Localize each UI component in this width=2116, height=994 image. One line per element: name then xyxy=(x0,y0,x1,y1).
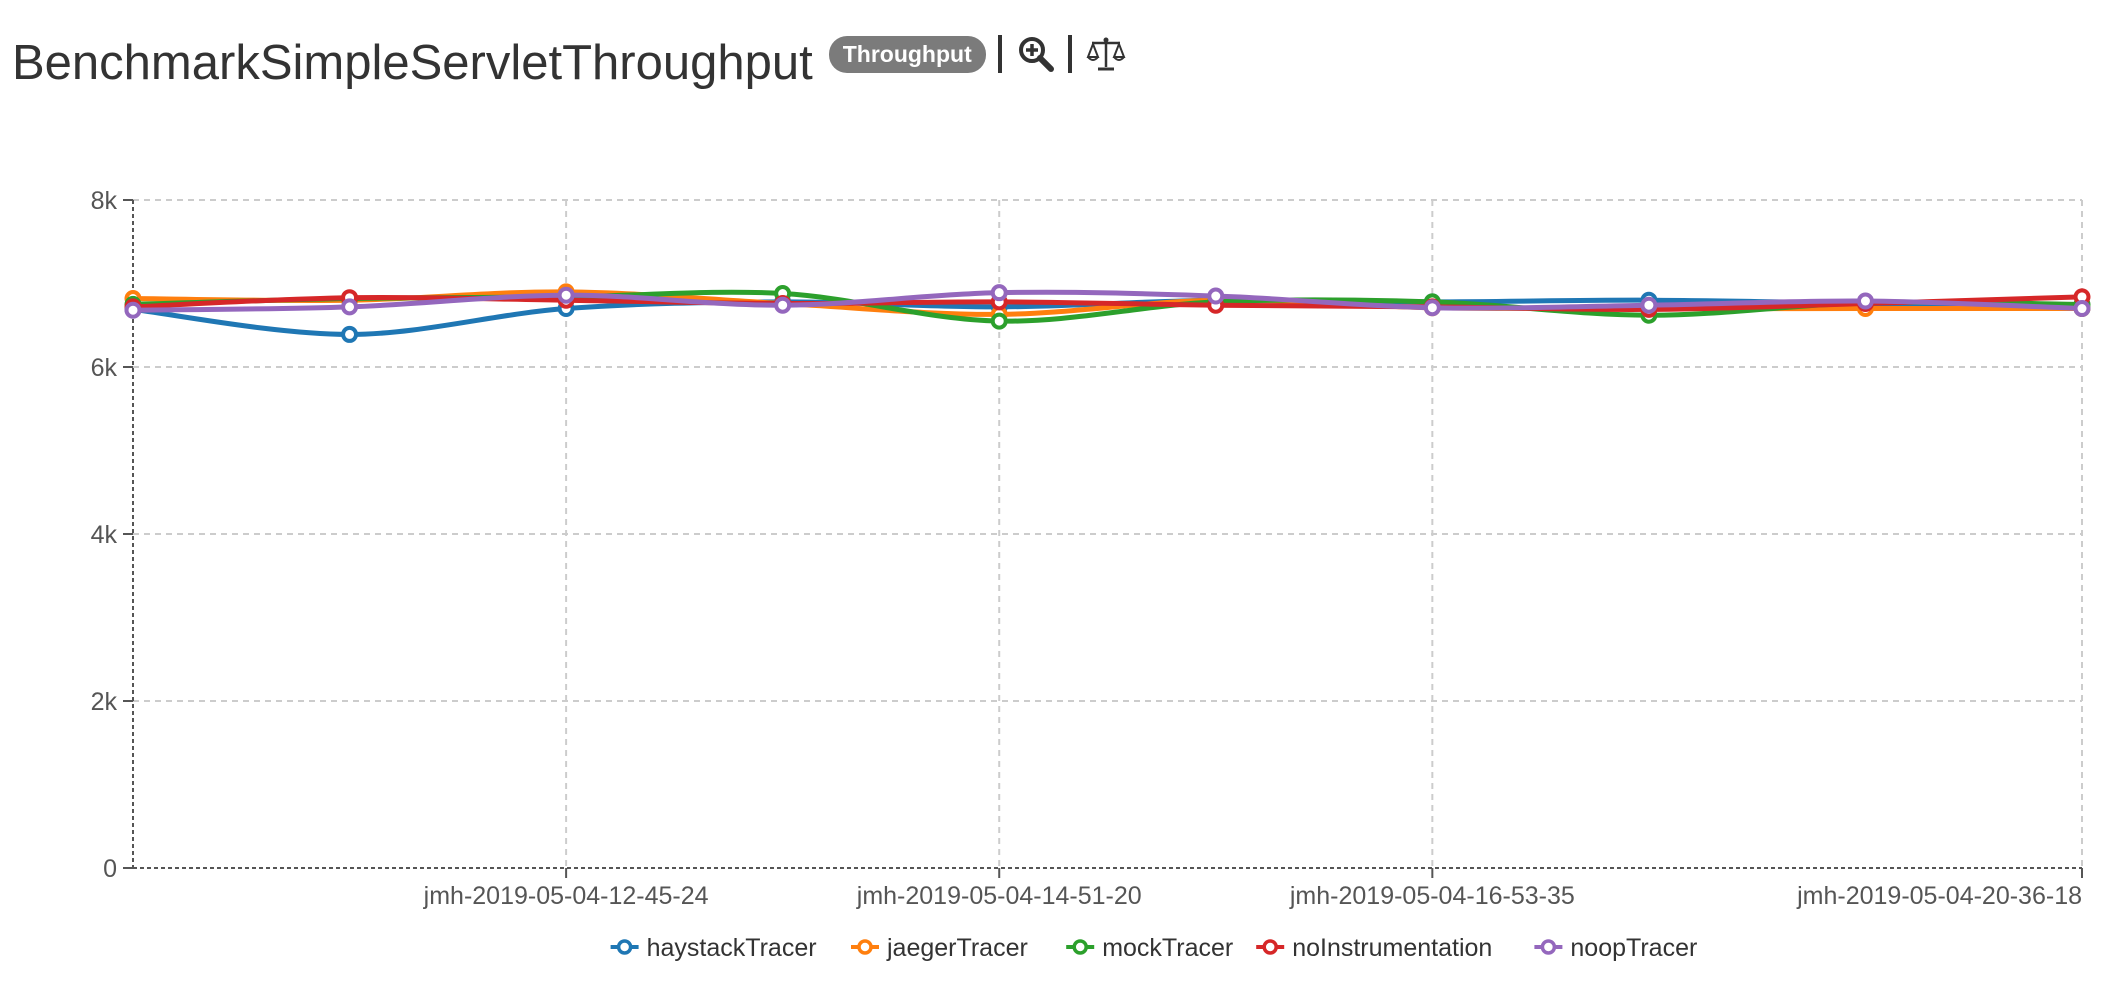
y-tick-label: 8k xyxy=(91,187,118,215)
y-tick-label: 2k xyxy=(91,688,118,716)
balance-scale-icon[interactable] xyxy=(1086,34,1126,74)
legend-label-noInstrumentation[interactable]: noInstrumentation xyxy=(1292,934,1492,962)
legend-label-noopTracer[interactable]: noopTracer xyxy=(1570,934,1697,962)
x-tick-label: jmh-2019-05-04-20-36-18 xyxy=(1796,882,2082,910)
data-point-haystackTracer[interactable] xyxy=(341,325,359,343)
data-point-noopTracer[interactable] xyxy=(1207,287,1225,305)
data-point-noopTracer[interactable] xyxy=(1423,299,1441,317)
chart-header: BenchmarkSimpleServletThroughput Through… xyxy=(12,28,1126,98)
data-point-mockTracer[interactable] xyxy=(990,312,1008,330)
legend-marker-noopTracer[interactable] xyxy=(1540,939,1557,955)
legend-label-mockTracer[interactable]: mockTracer xyxy=(1102,934,1233,962)
data-point-noopTracer[interactable] xyxy=(2073,300,2091,318)
separator xyxy=(997,35,1002,73)
mode-badge[interactable]: Throughput xyxy=(828,35,986,73)
data-point-noopTracer[interactable] xyxy=(341,298,359,316)
data-point-noopTracer[interactable] xyxy=(774,296,792,314)
data-point-noopTracer[interactable] xyxy=(557,286,575,304)
legend-marker-mockTracer[interactable] xyxy=(1072,939,1088,955)
y-tick-label: 6k xyxy=(91,354,118,382)
legend-label-jaegerTracer[interactable]: jaegerTracer xyxy=(886,934,1028,962)
y-tick-label: 0 xyxy=(103,855,117,883)
legend-label-haystackTracer[interactable]: haystackTracer xyxy=(647,934,817,962)
y-tick-label: 4k xyxy=(91,521,118,549)
data-point-noopTracer[interactable] xyxy=(1640,296,1658,314)
zoom-in-icon[interactable] xyxy=(1016,34,1056,74)
x-tick-label: jmh-2019-05-04-14-51-20 xyxy=(856,882,1142,910)
data-point-noopTracer[interactable] xyxy=(1856,292,1874,310)
legend-marker-haystackTracer[interactable] xyxy=(616,939,633,955)
data-point-noopTracer[interactable] xyxy=(990,284,1008,302)
series-line-noopTracer xyxy=(132,289,2083,313)
data-point-noopTracer[interactable] xyxy=(124,301,142,319)
legend-marker-jaegerTracer[interactable] xyxy=(857,939,873,955)
x-tick-label: jmh-2019-05-04-16-53-35 xyxy=(1289,882,1575,910)
chart-title: BenchmarkSimpleServletThroughput xyxy=(12,36,813,90)
legend-marker-noInstrumentation[interactable] xyxy=(1262,939,1278,955)
x-tick-label: jmh-2019-05-04-12-45-24 xyxy=(423,882,709,910)
separator xyxy=(1067,35,1072,73)
